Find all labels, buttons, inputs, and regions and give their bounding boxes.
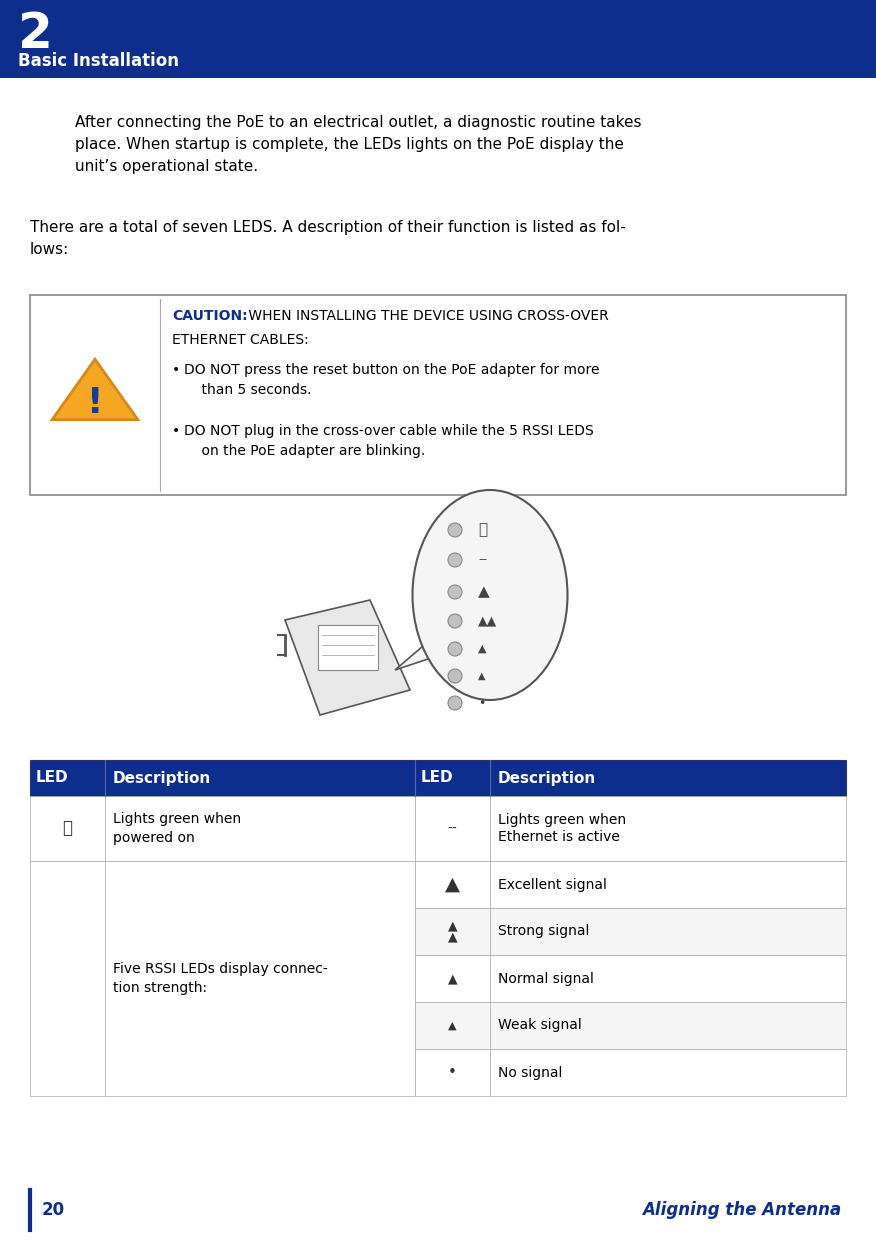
Text: •: • (172, 363, 180, 377)
Ellipse shape (413, 490, 568, 701)
Bar (415, 1049, 490, 1096)
Text: Description: Description (113, 770, 211, 785)
Bar (490, 955, 846, 1002)
Text: ▲▲: ▲▲ (478, 615, 498, 627)
Text: Normal signal: Normal signal (498, 971, 594, 986)
Text: !: ! (87, 386, 103, 420)
Bar (415, 861, 490, 908)
Bar (490, 1002, 846, 1049)
Text: ▲: ▲ (478, 584, 490, 599)
Text: ⏻: ⏻ (478, 522, 487, 537)
Text: Aligning the Antenna: Aligning the Antenna (642, 1202, 841, 1219)
Bar (30, 796, 105, 861)
Bar (105, 796, 415, 861)
Text: WHEN INSTALLING THE DEVICE USING CROSS-OVER: WHEN INSTALLING THE DEVICE USING CROSS-O… (244, 309, 609, 322)
Text: ⏻: ⏻ (62, 820, 73, 837)
Bar (105, 861, 415, 1096)
Text: Description: Description (498, 770, 597, 785)
Circle shape (448, 642, 462, 656)
Bar (490, 1049, 846, 1096)
Text: LED: LED (421, 770, 454, 785)
Bar (490, 908, 846, 955)
Text: ▲: ▲ (478, 644, 486, 653)
Text: ▲
▲: ▲ ▲ (448, 920, 457, 944)
Text: Lights green when
Ethernet is active: Lights green when Ethernet is active (498, 813, 626, 843)
Circle shape (448, 696, 462, 711)
Circle shape (448, 523, 462, 537)
Circle shape (448, 553, 462, 567)
Text: •: • (478, 697, 485, 709)
Bar (30, 861, 105, 1096)
Text: 20: 20 (42, 1202, 65, 1219)
Bar (490, 861, 846, 908)
Bar (415, 796, 490, 861)
Text: After connecting the PoE to an electrical outlet, a diagnostic routine takes
pla: After connecting the PoE to an electrica… (75, 115, 641, 175)
Circle shape (448, 670, 462, 683)
Text: •: • (172, 424, 180, 438)
Text: 2: 2 (18, 10, 53, 58)
Text: LED: LED (36, 770, 68, 785)
Text: DO NOT plug in the cross-over cable while the 5 RSSI LEDS
    on the PoE adapter: DO NOT plug in the cross-over cable whil… (184, 424, 594, 458)
Text: ▲: ▲ (448, 972, 457, 985)
Text: DO NOT press the reset button on the PoE adapter for more
    than 5 seconds.: DO NOT press the reset button on the PoE… (184, 363, 599, 397)
Text: --: -- (448, 821, 457, 836)
Polygon shape (52, 360, 138, 420)
Bar (415, 955, 490, 1002)
Bar (30, 760, 846, 796)
Bar (415, 908, 490, 955)
Bar (30, 295, 846, 495)
Text: Strong signal: Strong signal (498, 925, 590, 939)
Text: ▲: ▲ (449, 1021, 456, 1030)
Text: CAUTION:: CAUTION: (172, 309, 248, 322)
Text: No signal: No signal (498, 1065, 562, 1080)
Text: Excellent signal: Excellent signal (498, 878, 607, 892)
Bar (318, 625, 378, 670)
Bar (415, 1002, 490, 1049)
Text: ▲: ▲ (478, 671, 485, 681)
Circle shape (448, 585, 462, 599)
Text: Basic Installation: Basic Installation (18, 52, 179, 69)
Circle shape (448, 614, 462, 627)
Text: ▲: ▲ (445, 875, 460, 894)
Polygon shape (395, 640, 440, 670)
Text: •: • (448, 1065, 457, 1080)
Text: Five RSSI LEDs display connec-
tion strength:: Five RSSI LEDs display connec- tion stre… (113, 962, 328, 996)
Polygon shape (285, 600, 410, 715)
Text: ETHERNET CABLES:: ETHERNET CABLES: (172, 334, 308, 347)
Text: Lights green when
powered on: Lights green when powered on (113, 812, 241, 846)
Text: --: -- (478, 553, 487, 567)
Text: Weak signal: Weak signal (498, 1018, 582, 1033)
Text: There are a total of seven LEDS. A description of their function is listed as fo: There are a total of seven LEDS. A descr… (30, 219, 625, 257)
Bar (0, 0, 876, 78)
Bar (490, 796, 846, 861)
